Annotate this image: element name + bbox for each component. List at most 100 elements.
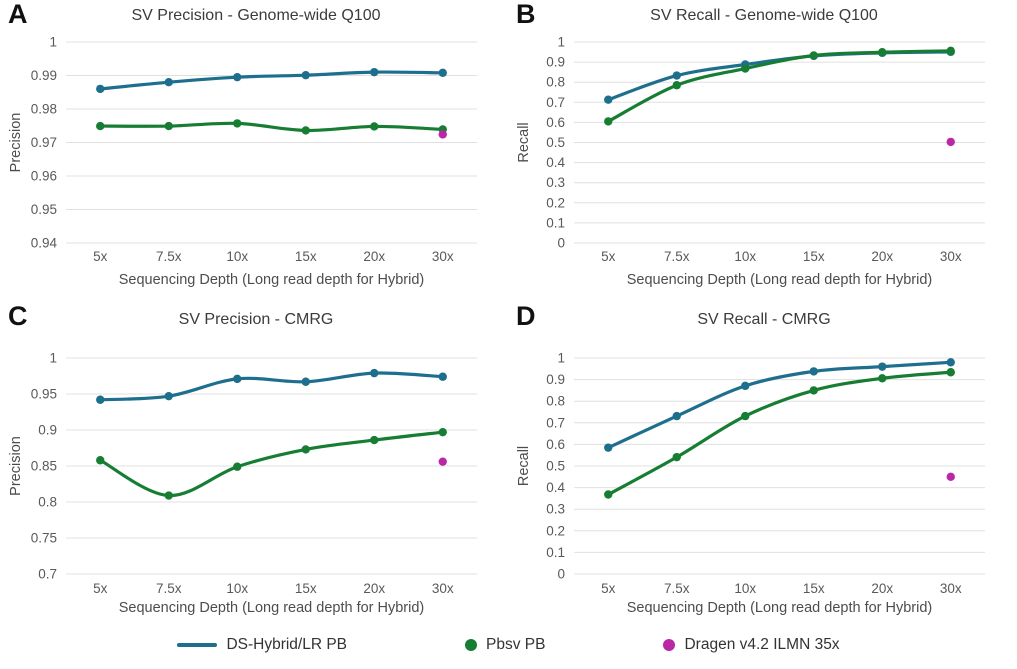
- x-tick-label: 15x: [295, 581, 317, 596]
- series-line: [606, 370, 953, 497]
- data-point: [604, 490, 613, 499]
- y-tick-label: 0.97: [31, 135, 57, 150]
- y-tick-label: 0.95: [31, 202, 57, 217]
- x-tick-label: 30x: [940, 249, 962, 264]
- y-tick-label: 0.94: [31, 236, 58, 251]
- legend-line-swatch: [177, 642, 218, 647]
- x-tick-label: 10x: [226, 581, 248, 596]
- data-point: [301, 377, 310, 386]
- y-tick-label: 0.5: [546, 459, 565, 474]
- y-tick-label: 0.9: [38, 423, 57, 438]
- x-tick-label: 15x: [803, 249, 825, 264]
- x-tick-label: 20x: [871, 249, 893, 264]
- y-tick-label: 1: [557, 351, 565, 366]
- chart-title: SV Recall - Genome-wide Q100: [650, 7, 878, 24]
- data-point: [946, 358, 955, 367]
- data-point: [741, 64, 750, 73]
- data-point: [604, 117, 613, 126]
- x-tick-label: 20x: [871, 581, 893, 596]
- x-tick-label: 5x: [601, 581, 616, 596]
- data-point: [233, 462, 242, 471]
- y-tick-label: 0.98: [31, 102, 57, 117]
- data-point: [878, 374, 887, 383]
- data-point: [438, 68, 447, 78]
- y-tick-label: 1: [49, 351, 57, 366]
- data-point: [809, 367, 818, 376]
- x-tick-label: 15x: [295, 249, 317, 264]
- x-tick-label: 5x: [601, 249, 616, 264]
- data-point: [809, 51, 818, 60]
- data-point: [438, 372, 447, 381]
- x-axis-title: Sequencing Depth (Long read depth for Hy…: [627, 600, 933, 616]
- y-tick-label: 0: [557, 236, 565, 251]
- legend-label: Dragen v4.2 ILMN 35x: [684, 635, 840, 653]
- data-point: [164, 78, 173, 87]
- series-line: [606, 49, 953, 123]
- data-point: [164, 491, 173, 500]
- legend-dot-swatch: [663, 638, 676, 651]
- x-tick-label: 20x: [363, 581, 385, 596]
- chart-title: SV Precision - CMRG: [179, 311, 334, 328]
- chart-sv-recall-cmrg: 1 0.9 0.8 0.7 0.6 0.5 0.4 0.3 0.2 0.1 0 5x 7.5x 10x 15…: [516, 311, 985, 616]
- data-point: [946, 137, 955, 147]
- data-point: [672, 411, 681, 421]
- data-point: [672, 81, 681, 90]
- x-tick-label: 7.5x: [156, 249, 182, 264]
- data-point: [672, 452, 681, 462]
- x-axis-title: Sequencing Depth (Long read depth for Hy…: [119, 272, 425, 288]
- panel-label-a: A: [8, 0, 28, 29]
- x-tick-label: 30x: [432, 581, 454, 596]
- data-point: [438, 457, 447, 466]
- data-point: [233, 119, 242, 128]
- y-tick-label: 1: [49, 35, 57, 50]
- data-point: [946, 368, 955, 377]
- data-point: [96, 456, 105, 465]
- y-tick-label: 0.8: [546, 394, 565, 409]
- x-tick-label: 10x: [226, 249, 248, 264]
- chart-sv-precision-cmrg: 1 0.95 0.9 0.85 0.8 0.75 0.7 5x 7.5x 10x 15x 20x 30x…: [8, 311, 477, 616]
- panel-label-c: C: [8, 301, 28, 331]
- x-axis-title: Sequencing Depth (Long read depth for Hy…: [627, 272, 933, 288]
- data-point: [438, 427, 447, 437]
- legend-dot-swatch: [465, 638, 478, 651]
- legend-label: Pbsv PB: [486, 635, 546, 653]
- y-tick-label: 0.9: [546, 55, 565, 70]
- y-tick-label: 0.7: [546, 95, 565, 110]
- x-tick-label: 7.5x: [156, 581, 182, 596]
- y-tick-label: 0.96: [31, 169, 57, 184]
- x-axis-title: Sequencing Depth (Long read depth for Hy…: [119, 600, 425, 616]
- y-axis-title: Recall: [516, 122, 532, 162]
- data-point: [370, 435, 379, 445]
- series-line: [98, 70, 445, 91]
- data-point: [946, 472, 955, 481]
- y-tick-label: 0.1: [546, 545, 565, 560]
- series-line: [98, 371, 445, 402]
- data-point: [878, 48, 887, 57]
- panel-a: A 1 0.99 0.98 0.97 0.96 0.95 0.94 5x 7.5x 10x 15x 2…: [0, 0, 508, 302]
- x-tick-label: 30x: [432, 249, 454, 264]
- y-tick-label: 0.4: [546, 480, 565, 495]
- y-tick-label: 0.75: [31, 531, 57, 546]
- y-tick-label: 0.5: [546, 135, 565, 150]
- data-point: [672, 71, 681, 80]
- y-axis-title: Precision: [8, 113, 24, 173]
- data-point: [370, 368, 379, 378]
- x-tick-label: 7.5x: [664, 249, 690, 264]
- y-axis-title: Precision: [8, 436, 24, 496]
- legend: DS-Hybrid/LR PB Pbsv PB Dragen v4.2 ILMN…: [0, 620, 1017, 669]
- y-tick-label: 0.2: [546, 523, 565, 538]
- data-point: [604, 95, 613, 104]
- panel-label-b: B: [516, 0, 536, 29]
- legend-item-pbsv-pb: Pbsv PB: [465, 636, 545, 654]
- panel-c: C 1 0.95 0.9 0.85 0.8 0.75 0.7 5x 7.5x 10x 15x 20x 3…: [0, 301, 508, 620]
- panel-d: D 1 0.9 0.8 0.7 0.6 0.5 0.4 0.3 0.2 0.1 0 5x 7.5x 10x…: [508, 301, 1017, 620]
- data-point: [301, 70, 310, 80]
- legend-item-ds-hybrid-lr-pb: DS-Hybrid/LR PB: [177, 636, 347, 654]
- x-tick-label: 7.5x: [664, 581, 690, 596]
- y-tick-label: 0.7: [546, 415, 565, 430]
- panel-label-d: D: [516, 301, 536, 331]
- y-tick-label: 0.8: [38, 495, 57, 510]
- y-tick-label: 0.2: [546, 195, 565, 210]
- series-line: [98, 121, 445, 133]
